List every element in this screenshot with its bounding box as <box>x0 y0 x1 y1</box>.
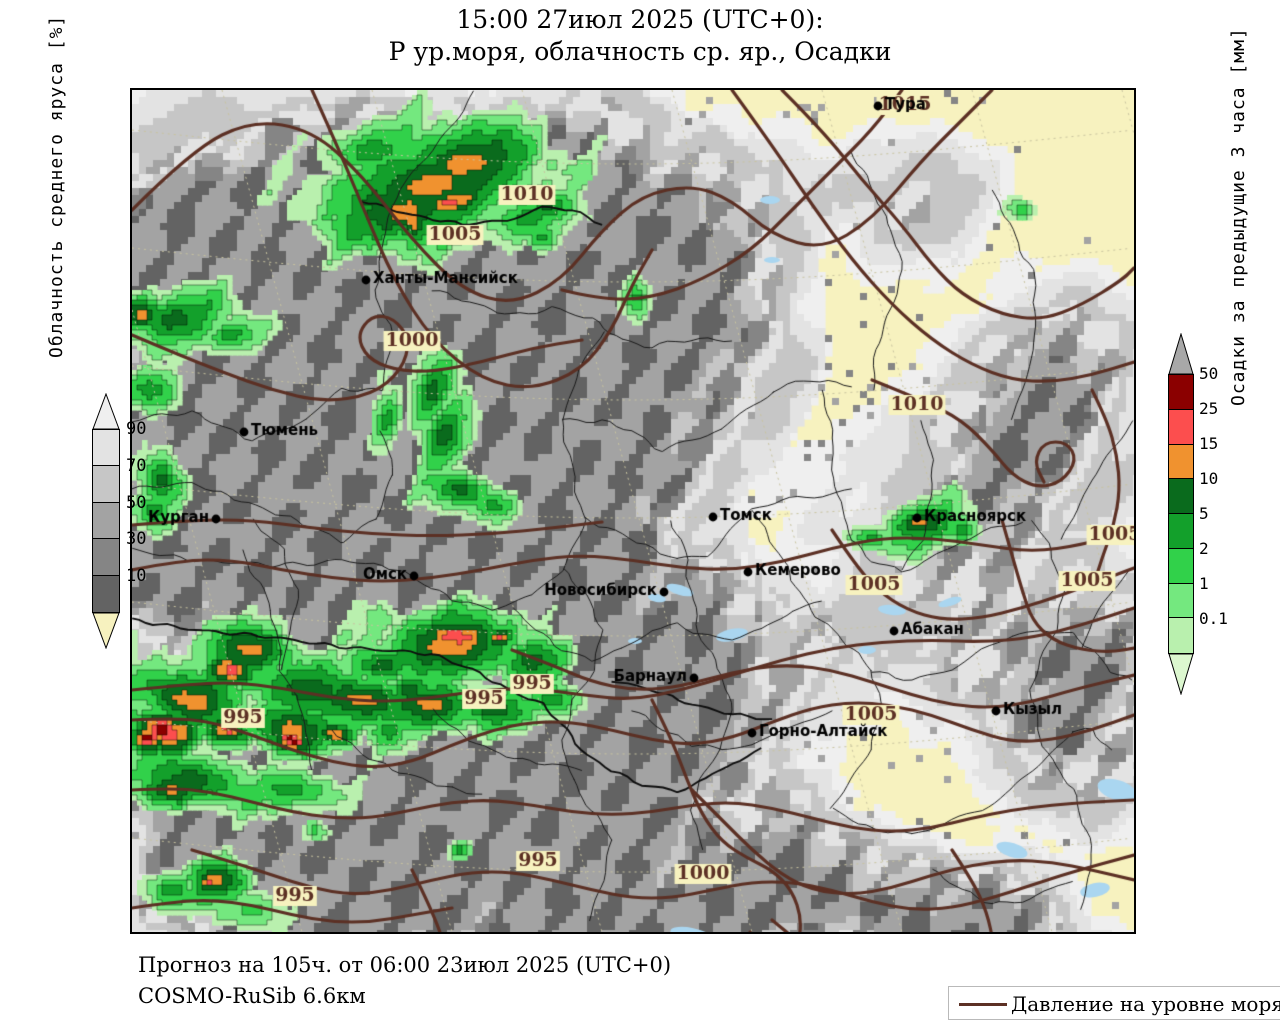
footer-line-1: Прогноз на 105ч. от 06:00 23июл 2025 (UT… <box>138 953 672 977</box>
cloud-cover-colorbar: 90 70 50 30 10 <box>92 392 146 650</box>
colorbar-left-segment <box>93 539 119 576</box>
colorbar-right-bottom-arrow <box>1168 653 1194 696</box>
title-line-1: 15:00 27июл 2025 (UTC+0): <box>456 5 824 34</box>
colorbar-right-top-arrow <box>1168 332 1194 375</box>
pressure-legend-label: Давление на уровне моря <box>1011 992 1280 1016</box>
colorbar-right-tick: 15 <box>1199 434 1219 453</box>
map-canvas[interactable] <box>132 90 1134 932</box>
colorbar-left-tick: 10 <box>126 566 147 587</box>
colorbar-right-tick: 1 <box>1199 574 1209 593</box>
colorbar-left-segment <box>93 502 119 540</box>
colorbar-right-segment <box>1169 375 1193 410</box>
colorbar-right-title: Осадки за предыдущие 3 часа [мм] <box>1228 27 1249 406</box>
colorbar-right-ticks: 50 25 15 10 5 2 1 0.1 <box>1196 366 1246 654</box>
pressure-line-swatch <box>959 1003 1007 1006</box>
pressure-legend: Давление на уровне моря <box>948 986 1280 1020</box>
colorbar-left-title: Облачность среднего яруса [%] <box>46 14 67 358</box>
precipitation-colorbar: 50 25 15 10 5 2 1 0.1 <box>1168 332 1228 696</box>
colorbar-right-segment <box>1169 618 1193 653</box>
title-line-2: P ур.моря, облачность ср. яр., Осадки <box>388 37 892 66</box>
colorbar-right-tick: 50 <box>1199 364 1219 383</box>
colorbar-left-tick: 70 <box>126 455 147 476</box>
colorbar-right-segment <box>1169 409 1193 445</box>
colorbar-left-tick: 50 <box>126 492 147 513</box>
colorbar-right-tick: 10 <box>1199 469 1219 488</box>
colorbar-left-segment <box>93 575 119 612</box>
colorbar-left-tick: 90 <box>126 419 147 439</box>
colorbar-right-tick: 5 <box>1199 504 1209 523</box>
weather-map[interactable] <box>130 88 1136 934</box>
colorbar-left-segment <box>93 466 119 503</box>
colorbar-left-ticks: 90 70 50 30 10 <box>122 421 162 613</box>
colorbar-left-bar <box>92 429 120 613</box>
colorbar-right-tick: 2 <box>1199 539 1209 558</box>
colorbar-right-segment <box>1169 583 1193 619</box>
colorbar-right-tick: 25 <box>1199 399 1219 418</box>
colorbar-right-tick: 0.1 <box>1199 609 1228 628</box>
colorbar-left-segment <box>93 430 119 467</box>
colorbar-left-top-arrow <box>92 392 120 430</box>
colorbar-left-bottom-arrow <box>92 612 120 650</box>
chart-title: 15:00 27июл 2025 (UTC+0): P ур.моря, обл… <box>0 4 1280 68</box>
forecast-footer: Прогноз на 105ч. от 06:00 23июл 2025 (UT… <box>138 950 671 1012</box>
colorbar-right-segment <box>1169 444 1193 480</box>
colorbar-right-segment <box>1169 479 1193 514</box>
colorbar-right-segment <box>1169 514 1193 549</box>
colorbar-right-segment <box>1169 548 1193 584</box>
colorbar-left-tick: 30 <box>126 529 147 550</box>
colorbar-right-bar <box>1168 374 1194 654</box>
footer-line-2: COSMO-RuSib 6.6км <box>138 984 366 1008</box>
